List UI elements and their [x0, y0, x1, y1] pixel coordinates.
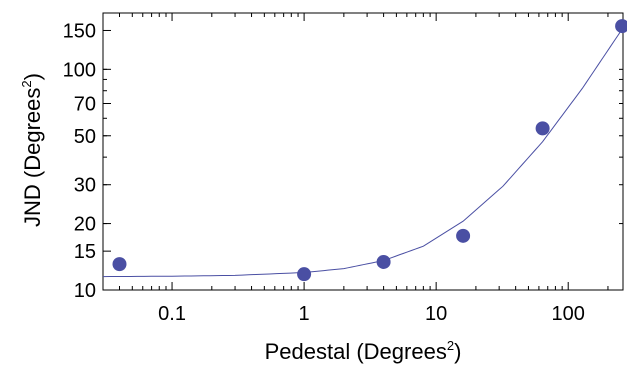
data-point — [112, 257, 127, 272]
plot-frame — [102, 12, 624, 291]
y-tick-label: 70 — [74, 94, 96, 116]
y-tick-label: 15 — [74, 241, 96, 263]
data-point — [615, 19, 627, 34]
y-tick-label: 30 — [74, 175, 96, 197]
data-point — [376, 254, 391, 269]
x-tick-label: 100 — [552, 303, 585, 325]
y-tick-label: 10 — [74, 280, 96, 302]
data-points — [112, 19, 627, 282]
x-tick-label: 10 — [425, 303, 447, 325]
y-tick-label: 150 — [63, 20, 96, 42]
y-tick-label: 20 — [74, 214, 96, 236]
data-point — [297, 267, 312, 282]
y-tick-label: 100 — [63, 59, 96, 81]
y-axis-label: JND (Degrees2) — [19, 73, 45, 227]
x-tick-label: 0.1 — [158, 303, 186, 325]
x-tick-labels: 0.1 1 10 100 — [158, 303, 585, 325]
x-axis-label: Pedestal (Degrees2) — [265, 338, 462, 364]
y-tick-labels: 10 15 20 30 50 70 100 150 — [63, 20, 96, 302]
data-point — [456, 228, 471, 243]
x-tick-label: 1 — [299, 303, 310, 325]
tick-marks — [102, 13, 623, 291]
data-point — [535, 121, 550, 136]
fit-curve — [102, 28, 623, 278]
y-tick-label: 50 — [74, 126, 96, 148]
